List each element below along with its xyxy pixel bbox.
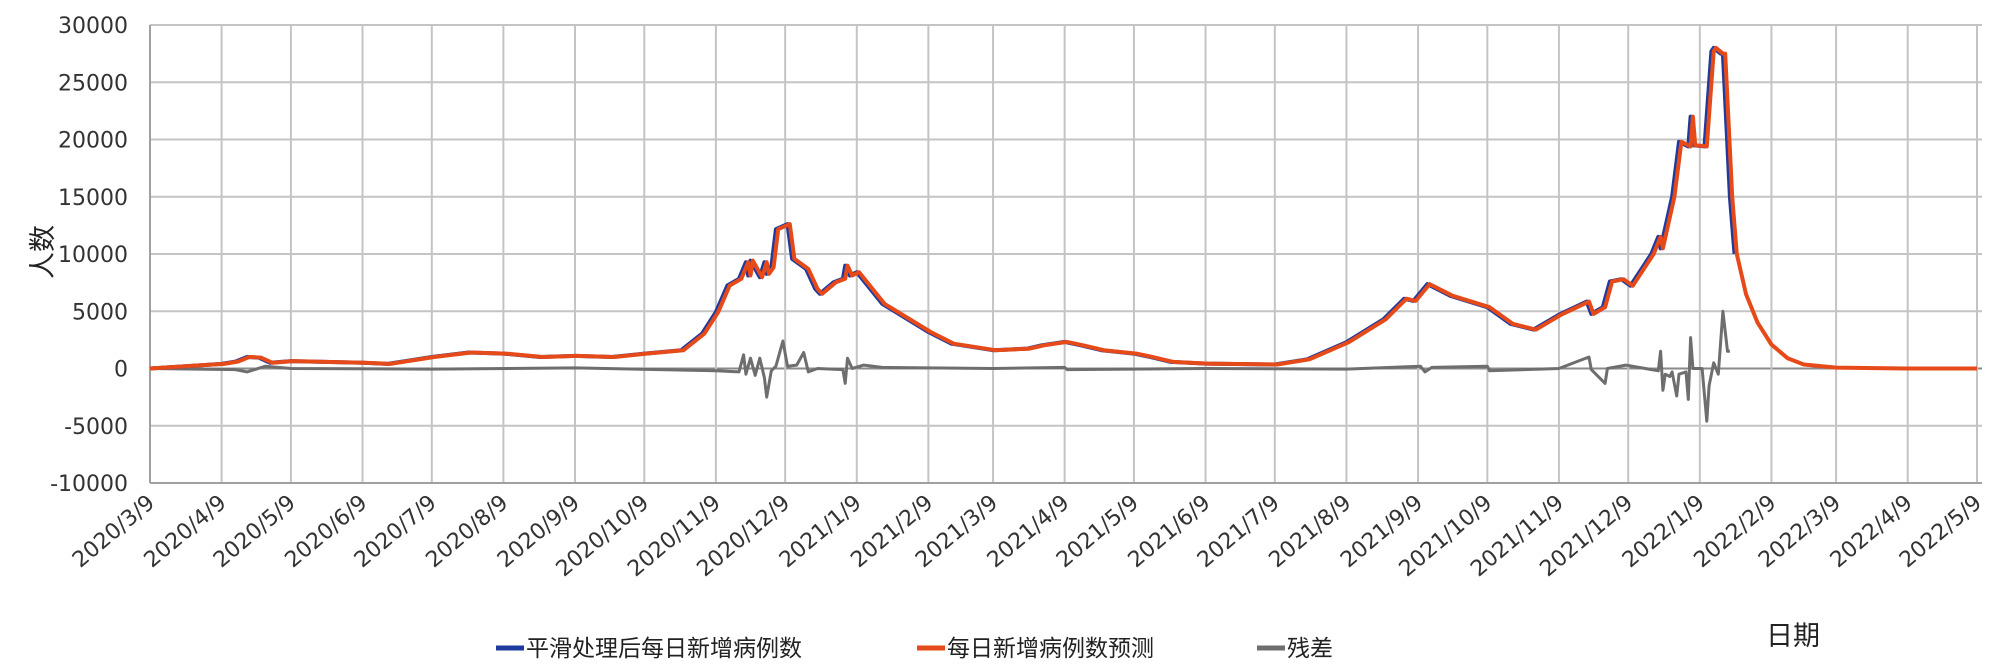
series-line-2 (149, 309, 1730, 423)
y-axis-title: 人数 (28, 225, 59, 279)
y-tick-label: -5000 (64, 415, 128, 440)
legend: 平滑处理后每日新增病例数 每日新增病例数预测 残差 (496, 636, 1333, 662)
y-tick-label: 10000 (58, 243, 128, 268)
grid (149, 24, 1982, 484)
legend-item: 残差 (1257, 636, 1333, 662)
y-tick-label: 15000 (58, 186, 128, 211)
y-tick-label: 20000 (58, 129, 128, 154)
y-tick-label: 5000 (72, 300, 128, 325)
y-tick-label: 0 (114, 358, 128, 383)
legend-label: 残差 (1287, 636, 1333, 662)
legend-item: 平滑处理后每日新增病例数 (496, 636, 802, 662)
y-tick-label: 25000 (58, 71, 128, 96)
y-tick-label: 30000 (58, 14, 128, 39)
legend-label: 每日新增病例数预测 (947, 636, 1154, 662)
y-tick-label: -10000 (50, 472, 128, 497)
legend-label: 平滑处理后每日新增病例数 (526, 636, 802, 662)
series-line-1 (149, 45, 1977, 371)
legend-item: 每日新增病例数预测 (917, 636, 1154, 662)
x-axis-title: 日期 (1766, 621, 1820, 652)
x-axis-ticks: 2020/3/92020/4/92020/5/92020/6/92020/7/9… (68, 490, 1987, 582)
y-axis-ticks: 30000 25000 20000 15000 10000 5000 0 -5000 -1000… (50, 14, 128, 497)
series-lines (149, 45, 1977, 423)
series-line-0 (149, 45, 1737, 371)
